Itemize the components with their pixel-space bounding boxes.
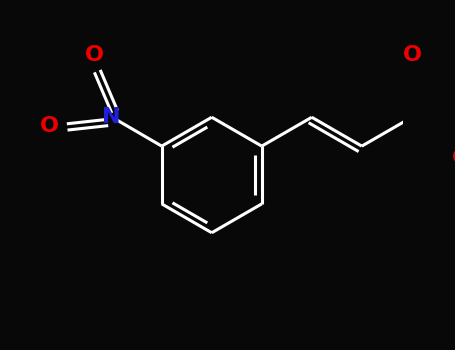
Text: O: O	[85, 45, 104, 65]
Text: N: N	[102, 107, 121, 127]
Text: O: O	[403, 45, 422, 65]
Text: O: O	[40, 116, 59, 136]
Text: O: O	[452, 148, 455, 168]
